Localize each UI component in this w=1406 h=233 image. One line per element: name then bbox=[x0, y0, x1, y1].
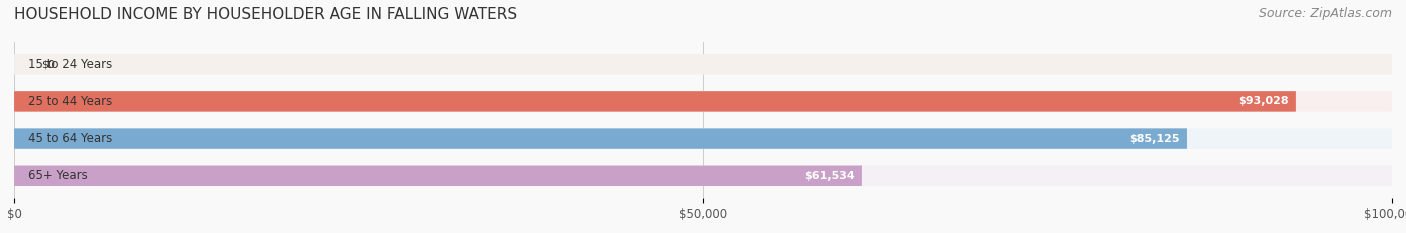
FancyBboxPatch shape bbox=[14, 91, 1392, 112]
Text: $85,125: $85,125 bbox=[1129, 134, 1180, 144]
Text: 25 to 44 Years: 25 to 44 Years bbox=[28, 95, 112, 108]
FancyBboxPatch shape bbox=[14, 165, 862, 186]
Text: $61,534: $61,534 bbox=[804, 171, 855, 181]
FancyBboxPatch shape bbox=[14, 54, 1392, 75]
FancyBboxPatch shape bbox=[14, 128, 1187, 149]
FancyBboxPatch shape bbox=[14, 91, 1296, 112]
Text: HOUSEHOLD INCOME BY HOUSEHOLDER AGE IN FALLING WATERS: HOUSEHOLD INCOME BY HOUSEHOLDER AGE IN F… bbox=[14, 7, 517, 22]
Text: Source: ZipAtlas.com: Source: ZipAtlas.com bbox=[1258, 7, 1392, 20]
Text: 45 to 64 Years: 45 to 64 Years bbox=[28, 132, 112, 145]
FancyBboxPatch shape bbox=[14, 128, 1392, 149]
Text: $0: $0 bbox=[42, 59, 56, 69]
Text: 65+ Years: 65+ Years bbox=[28, 169, 87, 182]
FancyBboxPatch shape bbox=[14, 165, 1392, 186]
Text: $93,028: $93,028 bbox=[1239, 96, 1289, 106]
Text: 15 to 24 Years: 15 to 24 Years bbox=[28, 58, 112, 71]
